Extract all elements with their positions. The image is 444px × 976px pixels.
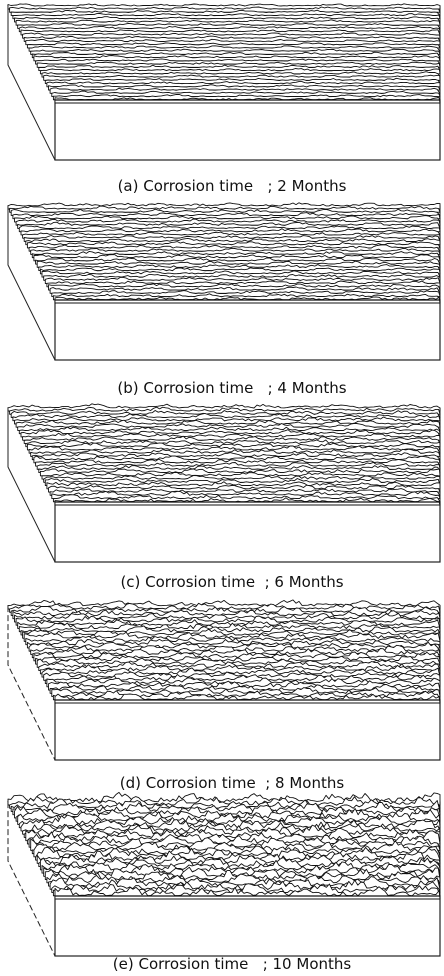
surface-line [15, 19, 441, 26]
surface-line [39, 267, 441, 275]
caption: (c) Corrosion time ; 6 Months [120, 573, 343, 591]
surface-line [30, 837, 441, 851]
surface-line [23, 435, 441, 444]
surface-line [10, 605, 441, 616]
surface-block [7, 202, 441, 361]
front-face [54, 299, 441, 361]
surface-line [18, 225, 441, 233]
front-face [54, 501, 441, 563]
surface-line [12, 412, 441, 422]
surface-line [38, 64, 441, 72]
surface-line [31, 51, 441, 59]
surface-line [31, 250, 441, 259]
surface-line [39, 68, 441, 75]
surface-line [20, 29, 441, 36]
surface-line [33, 455, 441, 464]
surface-line [26, 42, 441, 49]
caption: (e) Corrosion time ; 10 Months [113, 955, 352, 973]
surface-line [41, 472, 441, 480]
surface-block [7, 403, 441, 563]
front-face [54, 99, 441, 161]
surface-line [12, 13, 441, 20]
surface-line [46, 677, 441, 688]
surface-block [7, 791, 441, 957]
surface-line [41, 667, 441, 678]
surface-line [36, 61, 441, 68]
surface-line [10, 208, 441, 216]
surface-block [7, 599, 441, 761]
surface-line [35, 458, 441, 467]
surface-block [7, 3, 441, 161]
surface-line [28, 641, 441, 652]
surface-line [38, 264, 441, 272]
surface-line [7, 403, 441, 412]
surface-line [10, 410, 441, 418]
surface-line [43, 74, 441, 81]
surface-line [49, 683, 441, 694]
surface-line [25, 237, 441, 246]
surface-line [52, 293, 441, 301]
surface-line [20, 819, 441, 832]
surface-line [43, 475, 441, 483]
surface-line [23, 35, 441, 42]
surface-line [54, 693, 441, 704]
surface-line [41, 270, 441, 278]
surface-line [41, 71, 441, 78]
surface-line [20, 228, 441, 236]
front-face [54, 895, 441, 957]
surface-line [25, 827, 441, 842]
surface-line [25, 38, 441, 46]
surface-line [36, 657, 441, 668]
caption: (d) Corrosion time ; 8 Months [120, 774, 345, 792]
surface-line [28, 45, 441, 52]
surface-line [31, 648, 441, 659]
surface-line [31, 840, 441, 855]
surface-line [28, 244, 441, 252]
surface-line [39, 468, 441, 477]
surface-line [49, 286, 441, 294]
surface-line [7, 202, 441, 210]
surface-line [9, 205, 441, 213]
caption: (b) Corrosion time ; 4 Months [117, 379, 346, 397]
surface-line [18, 622, 441, 633]
surface-line [18, 814, 441, 829]
surface-line [48, 873, 441, 887]
caption: (a) Corrosion time ; 2 Months [118, 177, 347, 195]
surface-line [9, 6, 441, 13]
surface-line [52, 690, 441, 701]
surface-line [51, 687, 441, 697]
surface-line [17, 423, 441, 431]
surface-line [10, 9, 441, 16]
front-face [54, 699, 441, 761]
surface-line [15, 419, 441, 428]
surface-line [44, 77, 441, 85]
